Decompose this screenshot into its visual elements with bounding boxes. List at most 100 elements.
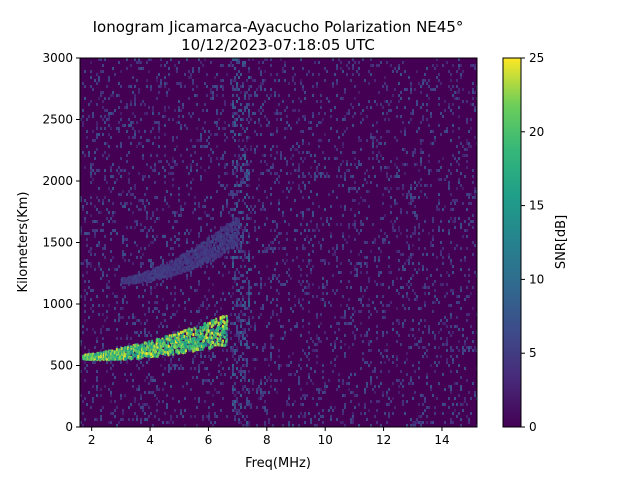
heatmap-cell bbox=[392, 283, 394, 286]
heatmap-cell bbox=[414, 424, 416, 427]
heatmap-cell bbox=[356, 274, 358, 277]
heatmap-cell bbox=[406, 373, 408, 376]
heatmap-cell bbox=[440, 220, 442, 223]
heatmap-cell bbox=[262, 205, 264, 208]
heatmap-cell bbox=[302, 289, 304, 292]
heatmap-cell bbox=[318, 418, 320, 421]
heatmap-cell bbox=[244, 91, 246, 94]
heatmap-cell bbox=[234, 76, 236, 79]
heatmap-cell bbox=[458, 88, 460, 91]
heatmap-cell bbox=[220, 229, 222, 232]
heatmap-cell bbox=[386, 88, 388, 91]
heatmap-cell bbox=[232, 130, 234, 133]
heatmap-cell bbox=[300, 82, 302, 85]
heatmap-cell bbox=[348, 223, 350, 226]
heatmap-cell bbox=[232, 277, 234, 280]
heatmap-cell bbox=[194, 367, 196, 370]
heatmap-cell bbox=[308, 283, 310, 286]
heatmap-cell bbox=[308, 142, 310, 145]
heatmap-cell bbox=[201, 347, 204, 351]
heatmap-cell bbox=[130, 373, 132, 376]
heatmap-cell bbox=[380, 61, 382, 64]
heatmap-cell bbox=[406, 229, 408, 232]
heatmap-cell bbox=[128, 151, 130, 154]
heatmap-cell bbox=[406, 283, 408, 286]
heatmap-cell bbox=[100, 268, 102, 271]
heatmap-cell bbox=[452, 94, 454, 97]
heatmap-cell bbox=[226, 319, 229, 323]
heatmap-cell bbox=[186, 241, 188, 244]
heatmap-cell bbox=[110, 400, 112, 403]
heatmap-cell bbox=[226, 415, 228, 418]
heatmap-cell bbox=[306, 280, 308, 283]
heatmap-cell bbox=[276, 298, 278, 301]
heatmap-cell bbox=[244, 145, 246, 148]
heatmap-cell bbox=[372, 157, 374, 160]
heatmap-cell bbox=[146, 403, 148, 406]
heatmap-cell bbox=[448, 232, 450, 235]
heatmap-cell bbox=[372, 124, 374, 127]
heatmap-cell bbox=[376, 265, 378, 268]
heatmap-cell bbox=[438, 322, 440, 325]
heatmap-cell bbox=[102, 64, 104, 67]
heatmap-cell bbox=[238, 145, 240, 148]
heatmap-cell bbox=[149, 342, 152, 346]
heatmap-cell bbox=[80, 394, 82, 397]
heatmap-cell bbox=[88, 232, 90, 235]
heatmap-cell bbox=[308, 331, 310, 334]
heatmap-cell bbox=[240, 169, 242, 172]
heatmap-cell bbox=[262, 154, 264, 157]
heatmap-cell bbox=[266, 163, 268, 166]
heatmap-cell bbox=[442, 343, 444, 346]
heatmap-cell bbox=[338, 166, 340, 169]
heatmap-cell bbox=[458, 412, 460, 415]
heatmap-cell bbox=[334, 73, 336, 76]
heatmap-cell bbox=[412, 199, 414, 202]
heatmap-cell bbox=[210, 336, 213, 340]
heatmap-cell bbox=[182, 332, 185, 336]
heatmap-cell bbox=[197, 340, 200, 344]
heatmap-cell bbox=[322, 415, 324, 418]
heatmap-cell bbox=[348, 235, 350, 238]
heatmap-cell bbox=[141, 354, 144, 358]
heatmap-cell bbox=[234, 400, 236, 403]
heatmap-cell bbox=[186, 238, 188, 241]
heatmap-cell bbox=[278, 364, 280, 367]
heatmap-cell bbox=[222, 184, 224, 187]
heatmap-cell bbox=[260, 172, 262, 175]
heatmap-cell bbox=[118, 313, 120, 316]
heatmap-cell bbox=[160, 364, 162, 367]
heatmap-cell bbox=[402, 379, 404, 382]
heatmap-cell bbox=[86, 265, 88, 268]
heatmap-cell bbox=[358, 310, 360, 313]
heatmap-cell bbox=[135, 346, 138, 350]
heatmap-cell bbox=[210, 196, 212, 199]
heatmap-cell bbox=[192, 333, 195, 337]
heatmap-cell bbox=[302, 319, 304, 322]
heatmap-cell bbox=[260, 73, 262, 76]
heatmap-cell bbox=[232, 388, 234, 391]
heatmap-cell bbox=[172, 304, 174, 307]
heatmap-cell bbox=[428, 160, 430, 163]
heatmap-cell bbox=[282, 283, 284, 286]
heatmap-cell bbox=[348, 169, 350, 172]
heatmap-cell bbox=[396, 166, 398, 169]
heatmap-cell bbox=[320, 340, 322, 343]
heatmap-cell bbox=[136, 205, 138, 208]
heatmap-cell bbox=[96, 385, 98, 388]
heatmap-cell bbox=[322, 391, 324, 394]
heatmap-cell bbox=[167, 353, 170, 357]
heatmap-cell bbox=[164, 64, 166, 67]
heatmap-cell bbox=[194, 289, 196, 292]
heatmap-cell bbox=[460, 247, 462, 250]
heatmap-cell bbox=[244, 280, 246, 283]
heatmap-cell bbox=[416, 343, 418, 346]
heatmap-cell bbox=[252, 388, 254, 391]
heatmap-cell bbox=[162, 208, 164, 211]
heatmap-cell bbox=[376, 145, 378, 148]
heatmap-cell bbox=[260, 124, 262, 127]
heatmap-cell bbox=[155, 355, 158, 359]
heatmap-cell bbox=[368, 100, 370, 103]
heatmap-cell bbox=[292, 76, 294, 79]
heatmap-cell bbox=[244, 331, 246, 334]
